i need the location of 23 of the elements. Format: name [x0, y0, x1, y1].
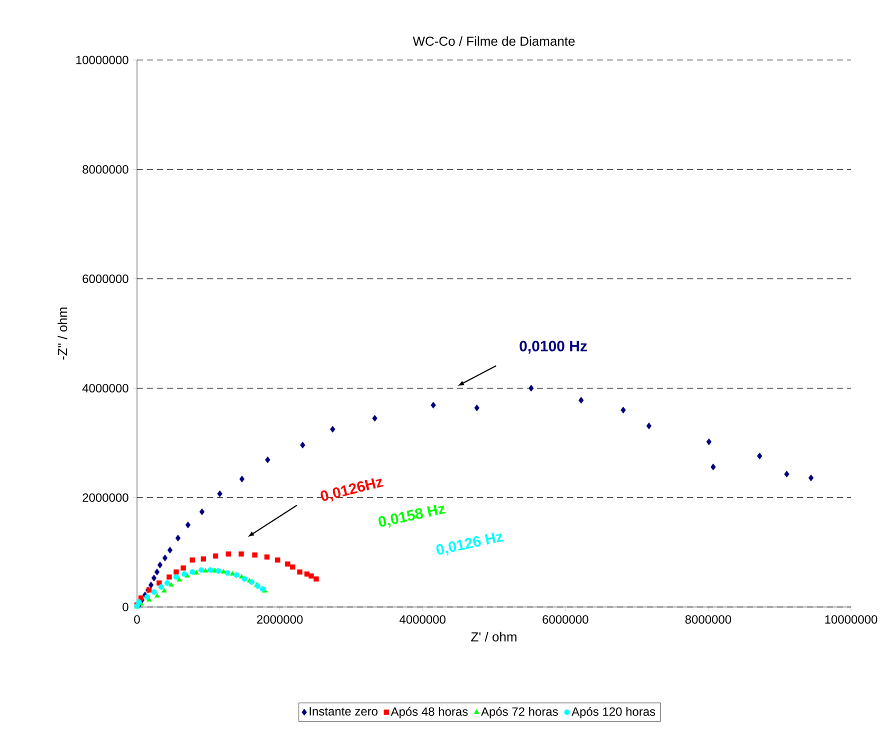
x-tick-label: 2000000 — [257, 615, 303, 624]
legend-label: Após 120 horas — [572, 706, 656, 718]
annotation: 0,0126 Hz — [436, 532, 504, 556]
y-tick-label: 4000000 — [82, 384, 128, 392]
y-tick-label: 8000000 — [82, 165, 128, 174]
annotation: 0,0100 Hz — [520, 340, 587, 354]
x-tick-label: 6000000 — [542, 615, 588, 624]
x-tick-label: 8000000 — [685, 615, 732, 624]
legend-label: Instante zero — [310, 707, 378, 716]
annotation: 0,0126Hz — [320, 478, 384, 502]
legend-label: Após 72 horas — [481, 706, 558, 718]
x-tick-label: 4000000 — [400, 615, 446, 624]
x-tick-label: 10000000 — [825, 615, 878, 624]
y-tick-label: 10000000 — [76, 56, 128, 64]
y-tick-label: 6000000 — [82, 274, 128, 284]
annotation: 0,0158 Hz — [378, 504, 446, 528]
y-tick-label: 0 — [122, 602, 128, 612]
x-tick-label: 0 — [134, 615, 140, 624]
chart-title: WC-Co / Filme de Diamante — [412, 36, 575, 46]
x-axis-title: Z' / ohm — [471, 632, 516, 642]
y-axis-title: -Z'' / ohm — [58, 308, 68, 360]
y-tick-label: 2000000 — [82, 493, 128, 502]
legend-label: Após 48 horas — [390, 706, 468, 718]
